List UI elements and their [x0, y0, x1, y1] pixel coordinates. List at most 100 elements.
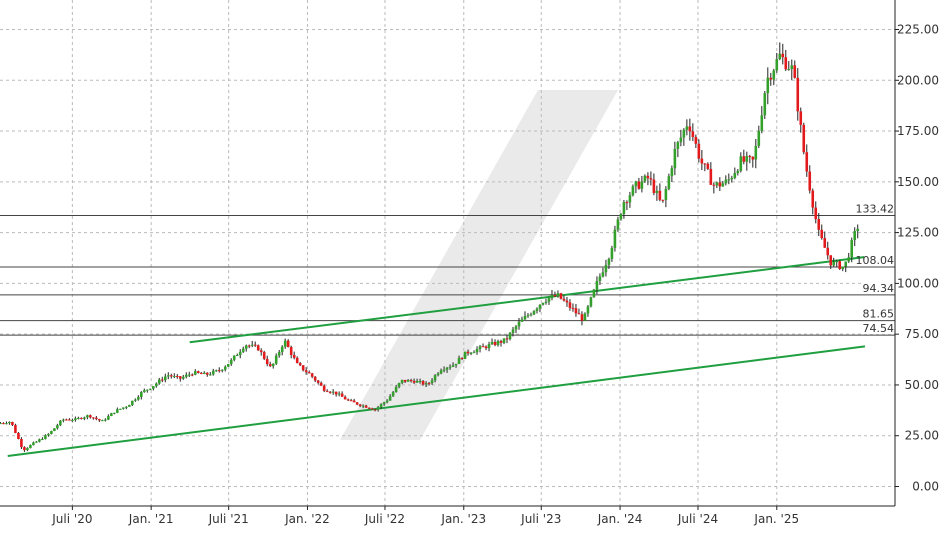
candle	[385, 399, 389, 404]
candle	[163, 373, 167, 383]
candle-body	[829, 255, 833, 266]
candle-body	[433, 375, 437, 381]
candle	[319, 381, 323, 386]
candle-body	[334, 391, 338, 395]
candle	[346, 398, 350, 401]
candle-body	[98, 419, 101, 421]
candle	[220, 369, 224, 373]
candle-body	[196, 371, 200, 373]
candle-body	[664, 188, 668, 201]
candle-body	[481, 346, 485, 348]
candle	[178, 376, 182, 382]
candle	[217, 367, 221, 373]
candle	[116, 407, 119, 414]
candle-body	[157, 379, 161, 384]
candle-body	[499, 340, 503, 343]
candle-body	[211, 370, 215, 375]
candle	[811, 188, 815, 215]
candle-body	[538, 304, 542, 309]
candle-body	[38, 439, 41, 442]
candle	[805, 144, 809, 177]
candle-body	[152, 386, 155, 389]
candle-body	[220, 369, 224, 371]
candle	[86, 414, 89, 420]
candle-body	[256, 345, 260, 351]
candle-body	[346, 399, 350, 401]
candle	[691, 123, 695, 142]
candle-body	[32, 442, 35, 446]
candle	[580, 311, 584, 326]
candle	[460, 357, 464, 361]
candle	[41, 437, 44, 441]
candle	[343, 395, 347, 400]
candle	[571, 303, 575, 312]
candle-body	[718, 182, 722, 187]
candle	[367, 407, 371, 410]
candle-body	[475, 348, 479, 353]
candle	[149, 388, 152, 391]
candle	[403, 379, 407, 384]
level-label-background	[864, 281, 895, 294]
candle-body	[787, 69, 791, 71]
candle-body	[535, 308, 539, 311]
candle-body	[568, 302, 572, 308]
candle	[283, 338, 287, 349]
candle-body	[712, 184, 716, 186]
candle	[373, 408, 377, 412]
y-tick-label: 125.00	[897, 226, 939, 240]
candle	[280, 345, 284, 356]
candle-body	[131, 400, 134, 406]
candle	[655, 185, 659, 201]
candle-body	[394, 386, 398, 393]
candle-body	[277, 352, 281, 356]
candle	[95, 416, 98, 421]
candle	[463, 351, 467, 360]
candle	[77, 416, 80, 420]
candle-body	[661, 199, 665, 201]
candle	[223, 365, 227, 372]
candle	[47, 433, 50, 437]
candle-body	[382, 402, 386, 405]
candle	[733, 167, 737, 180]
candle	[295, 356, 299, 364]
candle-body	[754, 145, 758, 160]
candle	[445, 366, 449, 373]
candle-body	[604, 264, 608, 273]
candle-body	[68, 419, 71, 421]
candle	[307, 370, 311, 374]
candle-body	[559, 293, 563, 299]
candle-body	[508, 332, 512, 340]
candle	[595, 276, 599, 295]
candle	[44, 434, 47, 440]
candle	[844, 261, 848, 273]
y-tick-label: 25.00	[905, 429, 939, 443]
candle	[199, 371, 203, 375]
candle	[622, 199, 626, 219]
candle-body	[652, 179, 656, 193]
candle-body	[202, 372, 206, 375]
candle	[265, 355, 269, 367]
candle-body	[745, 155, 749, 162]
candle-body	[697, 143, 701, 159]
candle	[181, 374, 185, 380]
candle	[157, 377, 161, 385]
candle-body	[2, 423, 5, 425]
candle-body	[56, 425, 59, 429]
candle	[355, 402, 359, 406]
candle	[784, 49, 788, 71]
candle	[370, 407, 374, 410]
candle-body	[601, 272, 605, 277]
candle	[74, 416, 77, 422]
candle-body	[80, 417, 83, 419]
candle-body	[340, 393, 344, 397]
candle	[418, 378, 422, 384]
candle-body	[217, 370, 221, 372]
candle	[271, 363, 275, 369]
candle-body	[104, 419, 107, 421]
candle	[670, 165, 674, 182]
candle-body	[166, 375, 170, 377]
candle	[511, 326, 515, 337]
candle-body	[304, 370, 308, 373]
candle	[361, 404, 365, 409]
candle-body	[688, 126, 692, 132]
